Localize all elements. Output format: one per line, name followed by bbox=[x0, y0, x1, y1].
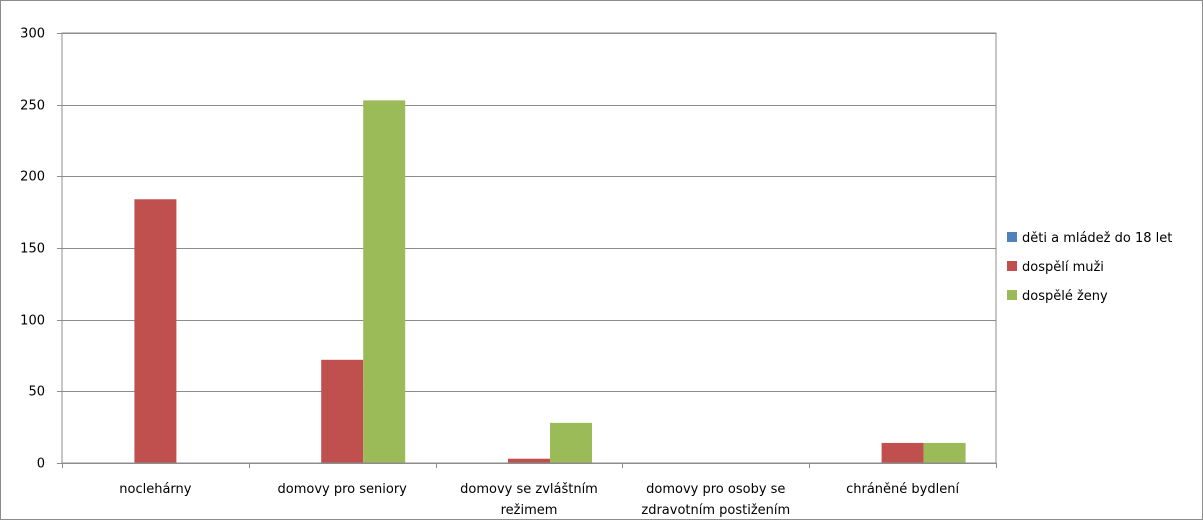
legend: děti a mládež do 18 let dospělí muži dospě… bbox=[1007, 231, 1172, 304]
x-category-label: domovy pro osoby se bbox=[646, 482, 785, 497]
y-tick-label: 150 bbox=[20, 242, 45, 257]
bar bbox=[881, 442, 924, 463]
bar bbox=[923, 442, 966, 463]
bar bbox=[550, 422, 592, 463]
gridlines bbox=[62, 33, 996, 392]
y-tick-label: 0 bbox=[37, 457, 45, 472]
x-category-label: domovy se zvláštním bbox=[460, 482, 598, 497]
y-tick-label: 100 bbox=[20, 314, 45, 329]
y-tick-label: 300 bbox=[20, 27, 45, 42]
y-tick-label: 250 bbox=[20, 99, 45, 114]
legend-label: dospělé ženy bbox=[1022, 289, 1108, 304]
legend-label: dospělí muži bbox=[1022, 260, 1104, 275]
x-axis-category-labels: noclehárny domovy pro seniory domovy se zv… bbox=[119, 482, 959, 518]
x-category-label: domovy pro seniory bbox=[278, 482, 408, 497]
y-axis-tick-labels: 0 50 100 150 200 250 300 bbox=[20, 27, 45, 472]
x-category-label: režimem bbox=[501, 503, 558, 518]
x-category-label: chráněné bydlení bbox=[846, 482, 959, 497]
legend-swatch bbox=[1007, 232, 1017, 242]
x-category-label: zdravotním postižením bbox=[641, 503, 790, 518]
bar bbox=[321, 359, 364, 463]
bars bbox=[134, 100, 966, 463]
axes bbox=[57, 32, 997, 468]
y-tick-label: 50 bbox=[28, 385, 45, 400]
legend-swatch bbox=[1007, 290, 1017, 300]
y-tick-label: 200 bbox=[20, 170, 45, 185]
x-category-label: noclehárny bbox=[119, 482, 192, 497]
bar bbox=[508, 458, 550, 463]
legend-swatch bbox=[1007, 261, 1017, 271]
legend-label: děti a mládež do 18 let bbox=[1022, 231, 1172, 246]
bar bbox=[363, 100, 406, 463]
bar bbox=[134, 199, 177, 463]
